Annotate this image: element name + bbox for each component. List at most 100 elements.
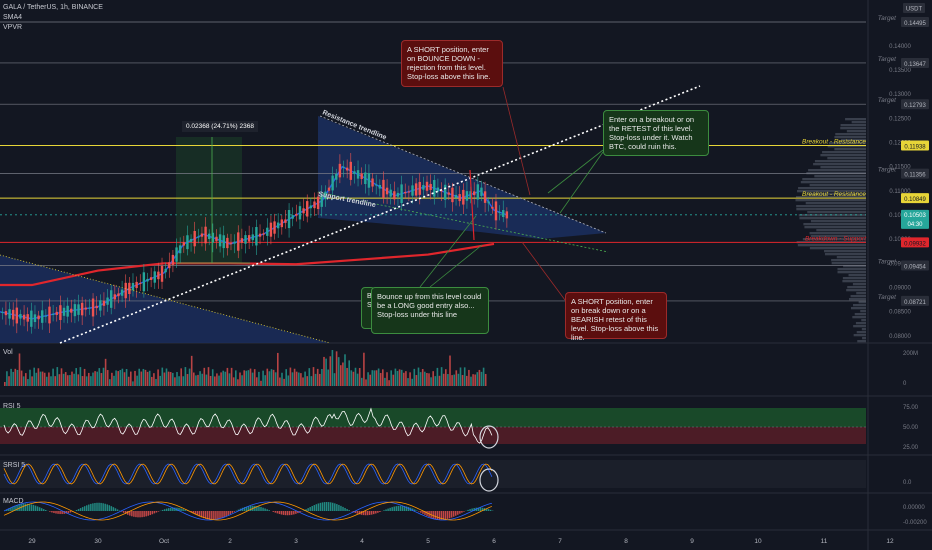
time-tick: 12: [886, 538, 894, 545]
srsi-d-line: [3, 463, 493, 485]
callout-line: [419, 215, 477, 288]
level-price-tag: [901, 193, 929, 204]
level-price-tag-text: 0.11356: [904, 173, 926, 179]
level-price-tag: [901, 99, 929, 110]
level-price-tag-text: 0.09932: [904, 241, 926, 247]
volume-tick: 200M: [903, 351, 918, 357]
time-tick: 7: [558, 538, 562, 545]
level-price-tag: [901, 16, 929, 27]
symbol-title: GALA / TetherUS, 1h, BINANCE: [3, 4, 103, 11]
resistance-trendline: [319, 115, 607, 234]
rsi-tick: 75.00: [903, 405, 919, 411]
note-short-bounce[interactable]: A SHORT position, enter on BOUNCE DOWN -…: [401, 40, 503, 87]
level-label: Target: [878, 294, 897, 301]
rsi-pane-label: RSI 5: [3, 403, 21, 410]
level-price-tag: [901, 168, 929, 179]
price-tick: 0.13500: [889, 68, 911, 74]
callout-line: [547, 149, 604, 194]
macd-pane-label: MACD: [3, 498, 24, 505]
note-short-breakdown[interactable]: A SHORT position, enter on break down or…: [565, 292, 667, 342]
level-price-tag-text: 0.08721: [904, 300, 926, 306]
level-price-tag: [901, 295, 929, 306]
price-tick: 0.11500: [889, 165, 911, 171]
macd-tick: -0.00200: [903, 520, 927, 526]
callout-line: [559, 151, 604, 214]
macd-signal-line: [3, 501, 493, 521]
level-label: Breakout - Resistance: [802, 191, 866, 198]
price-tick: 0.14000: [889, 44, 911, 50]
level-label: Target: [878, 167, 897, 174]
level-label: Target: [878, 56, 897, 63]
srsi-k-line: [3, 463, 493, 485]
time-tick: 8: [624, 538, 628, 545]
level-price-tag-text: 0.12793: [904, 103, 926, 109]
price-tick: 0.12500: [889, 116, 911, 122]
currency-badge: [903, 3, 925, 13]
rsi-tick: 25.00: [903, 445, 919, 451]
time-tick: 29: [28, 538, 36, 545]
rsi-highlight-circle: [479, 425, 499, 449]
level-price-tag-text: 0.09454: [904, 265, 926, 271]
price-tick: 0.08000: [889, 334, 911, 340]
volume-tick: 0: [903, 381, 907, 387]
level-label: Breakout - Resistance: [802, 139, 866, 146]
srsi-pane-label: SRSI 5: [3, 462, 26, 469]
measure-label: 0.02368 (24.71%) 2368: [182, 121, 258, 132]
time-tick: 6: [492, 538, 496, 545]
lower-wedge-fill: [0, 255, 330, 343]
price-tick: 0.09000: [889, 285, 911, 291]
last-price-countdown: 04:30: [907, 222, 923, 228]
rsi-overbought-zone: [0, 408, 866, 427]
srsi-highlight-circle: [479, 468, 499, 492]
callout-line: [521, 241, 566, 301]
callout-line: [429, 244, 483, 288]
last-price-tag: [901, 209, 929, 229]
time-tick: 4: [360, 538, 364, 545]
level-price-tag-text: 0.13647: [904, 62, 926, 68]
price-tick: 0.11000: [889, 189, 911, 195]
note-long-bounce[interactable]: Bounce up from this level could be a LON…: [371, 287, 489, 334]
price-tick: 0.08500: [889, 310, 911, 316]
price-tick: 0.12000: [889, 141, 911, 147]
level-label: Breakdown - Support: [805, 235, 867, 242]
last-price-value: 0.10503: [904, 213, 926, 219]
level-price-tag: [901, 260, 929, 271]
wedge-pattern-fill: [318, 116, 606, 239]
level-price-tag-text: 0.11938: [904, 145, 926, 151]
level-price-tag: [901, 237, 929, 248]
callout-line: [502, 86, 531, 196]
price-tick: 0.09500: [889, 261, 911, 267]
time-tick: 3: [294, 538, 298, 545]
time-tick: 30: [94, 538, 102, 545]
time-tick: 2: [228, 538, 232, 545]
price-tick: 0.10500: [889, 213, 911, 219]
time-tick: 5: [426, 538, 430, 545]
level-label: Target: [878, 259, 897, 266]
level-price-tag-text: 0.10849: [904, 197, 926, 203]
level-price-tag-text: 0.14495: [904, 21, 926, 27]
time-tick: 10: [754, 538, 762, 545]
level-price-tag: [901, 140, 929, 151]
level-price-tag: [901, 57, 929, 68]
indicator-vpvr-label[interactable]: VPVR: [3, 24, 23, 31]
rsi-line: [3, 407, 493, 444]
time-tick: Oct: [159, 538, 169, 545]
time-tick: 9: [690, 538, 694, 545]
level-label: Target: [878, 97, 897, 104]
drop-marker: [469, 169, 475, 241]
note-breakout-retest[interactable]: Enter on a breakout or on the RETEST of …: [603, 110, 709, 156]
macd-line: [3, 501, 493, 521]
srsi-tick: 0.0: [903, 480, 912, 486]
support-trendline: [317, 191, 609, 253]
price-candles: [1, 152, 509, 334]
currency-badge-text: USDT: [906, 7, 923, 13]
volume-profile: [795, 118, 866, 343]
indicator-sma-label[interactable]: SMA4: [3, 14, 23, 21]
price-tick: 0.13000: [889, 92, 911, 98]
rsi-oversold-zone: [0, 427, 866, 444]
macd-tick: 0.00000: [903, 505, 925, 511]
volume-pane-label: Vol: [3, 349, 13, 356]
time-tick: 11: [821, 538, 828, 545]
